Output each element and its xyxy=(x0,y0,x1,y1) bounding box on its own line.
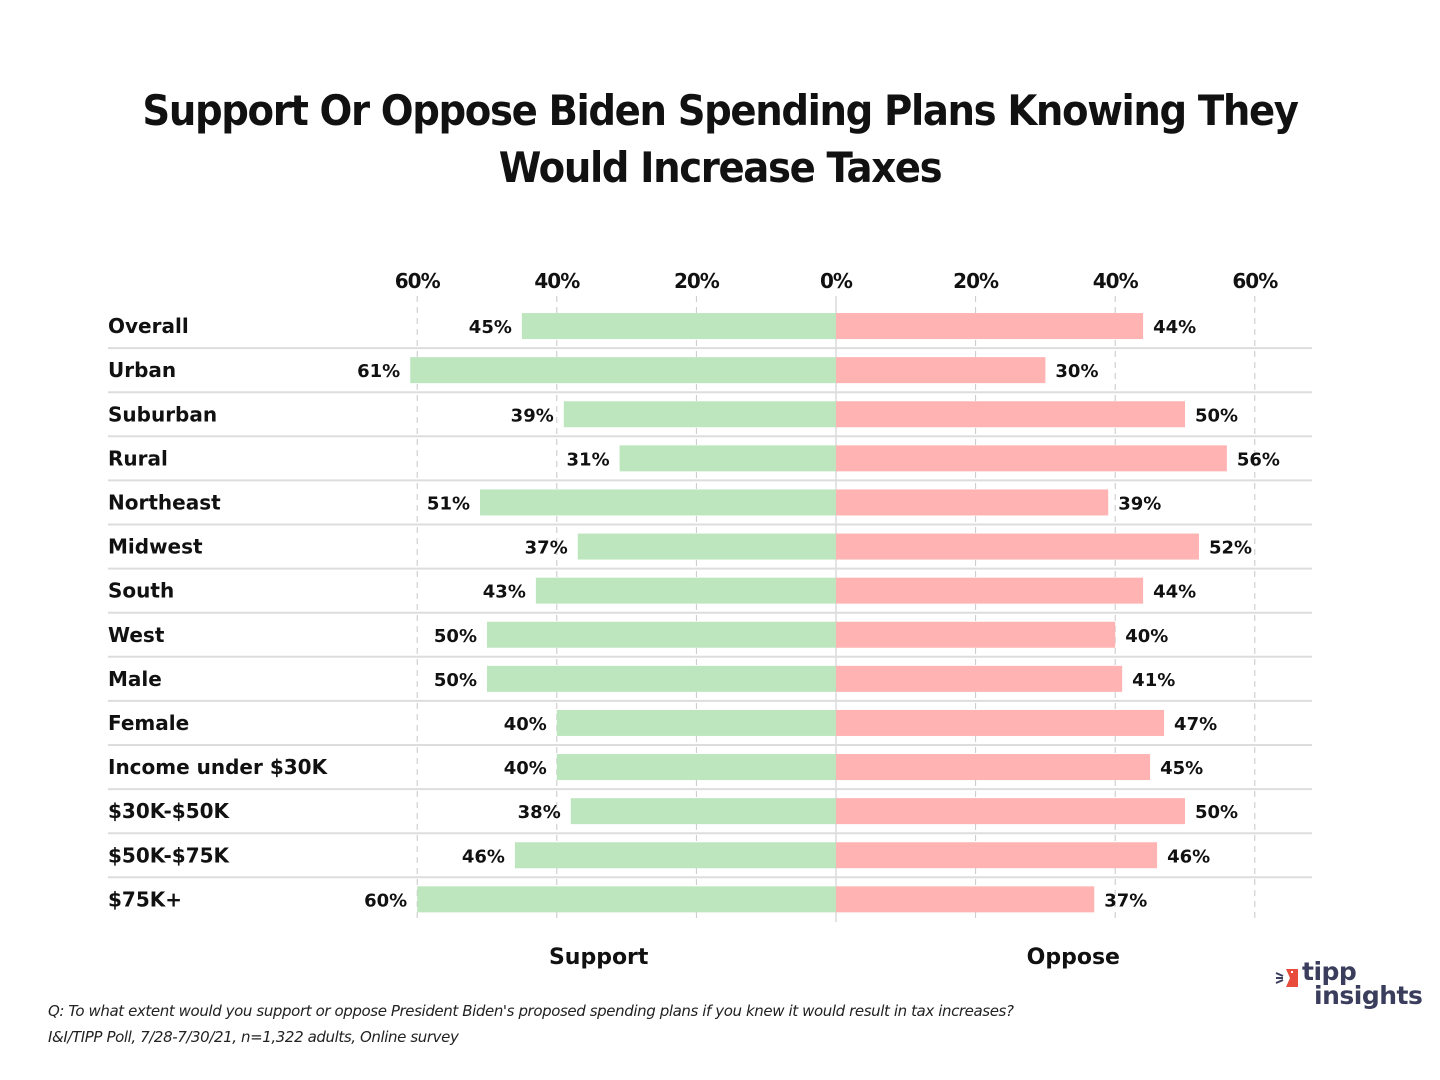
category-label: Urban xyxy=(108,358,176,382)
support-bar xyxy=(556,754,836,781)
tipp-insights-logo: tipp insights xyxy=(1274,957,1424,1022)
support-value-label: 40% xyxy=(504,758,547,779)
support-bar xyxy=(480,489,836,516)
oppose-bar xyxy=(836,798,1185,825)
category-label: Rural xyxy=(108,446,168,470)
support-bar xyxy=(570,798,836,825)
support-value-label: 61% xyxy=(357,361,400,382)
megaphone-icon xyxy=(1275,969,1298,987)
category-label: Male xyxy=(108,667,162,691)
oppose-bar xyxy=(836,445,1227,472)
support-bar xyxy=(487,621,836,648)
chart-title-line-1: Support Or Oppose Biden Spending Plans K… xyxy=(142,86,1299,135)
support-bar xyxy=(514,842,836,869)
support-group-label: Support xyxy=(549,945,649,970)
category-label: Income under $30K xyxy=(108,755,329,779)
support-bar xyxy=(577,533,836,560)
support-value-label: 46% xyxy=(462,846,505,867)
question-footnote: Q: To what extent would you support or o… xyxy=(48,1002,1014,1020)
support-value-label: 37% xyxy=(525,538,568,559)
category-label: Suburban xyxy=(108,402,217,426)
x-tick-label: 0% xyxy=(820,269,853,293)
source-footnote: I&I/TIPP Poll, 7/28-7/30/21, n=1,322 adu… xyxy=(48,1028,459,1046)
support-value-label: 50% xyxy=(434,670,477,691)
oppose-value-label: 56% xyxy=(1237,449,1280,470)
chart-title: Support Or Oppose Biden Spending Plans K… xyxy=(58,82,1383,196)
support-bar xyxy=(410,357,836,384)
oppose-bar xyxy=(836,401,1185,428)
oppose-bar xyxy=(836,621,1116,648)
support-bar xyxy=(556,709,836,736)
oppose-value-label: 39% xyxy=(1118,493,1161,514)
support-value-label: 50% xyxy=(434,626,477,647)
category-label: $75K+ xyxy=(108,887,182,911)
row-dividers xyxy=(108,347,1312,879)
oppose-bar xyxy=(836,489,1109,516)
x-tick-label: 20% xyxy=(953,269,999,293)
oppose-value-label: 44% xyxy=(1153,582,1196,603)
diverging-bar-chart: 60% 40% 20% 0% 20% 40% 60% Overall 45% 44% Urban 61… xyxy=(108,269,1312,970)
support-value-label: 43% xyxy=(483,582,526,603)
support-value-label: 39% xyxy=(511,405,554,426)
category-label: Overall xyxy=(108,314,189,338)
oppose-bar xyxy=(836,665,1123,692)
support-value-label: 45% xyxy=(469,317,512,338)
oppose-bar xyxy=(836,313,1144,340)
oppose-bar xyxy=(836,357,1046,384)
oppose-group-label: Oppose xyxy=(1027,945,1120,970)
support-bar xyxy=(417,886,836,913)
oppose-value-label: 50% xyxy=(1195,405,1238,426)
x-tick-label: 40% xyxy=(1093,269,1139,293)
oppose-value-label: 41% xyxy=(1132,670,1175,691)
support-value-label: 60% xyxy=(364,890,407,911)
category-label: Midwest xyxy=(108,535,203,559)
x-tick-label: 40% xyxy=(534,269,580,293)
oppose-bar xyxy=(836,709,1165,736)
support-value-label: 38% xyxy=(518,802,561,823)
support-value-label: 51% xyxy=(427,493,470,514)
logo-line-2: insights xyxy=(1314,981,1423,1010)
oppose-bar xyxy=(836,577,1144,604)
support-bar xyxy=(535,577,836,604)
support-value-label: 40% xyxy=(504,714,547,735)
grid-layer xyxy=(416,296,1256,922)
oppose-value-label: 45% xyxy=(1160,758,1203,779)
support-bar xyxy=(563,401,836,428)
category-label: South xyxy=(108,579,174,603)
oppose-bar xyxy=(836,886,1095,913)
oppose-value-label: 40% xyxy=(1125,626,1168,647)
support-bar xyxy=(619,445,836,472)
oppose-value-label: 30% xyxy=(1055,361,1098,382)
oppose-value-label: 37% xyxy=(1104,890,1147,911)
category-label: $30K-$50K xyxy=(108,799,231,823)
labels: 60% 40% 20% 0% 20% 40% 60% Overall 45% 44% Urban 61… xyxy=(108,269,1280,970)
logo-line-1: tipp xyxy=(1302,957,1357,986)
x-tick-label: 60% xyxy=(1232,269,1278,293)
oppose-value-label: 47% xyxy=(1174,714,1217,735)
bars xyxy=(410,313,1227,913)
oppose-value-label: 52% xyxy=(1209,538,1252,559)
support-bar xyxy=(521,313,836,340)
oppose-bar xyxy=(836,533,1199,560)
chart-title-line-2: Would Increase Taxes xyxy=(498,143,943,192)
category-label: West xyxy=(108,623,165,647)
support-value-label: 31% xyxy=(567,449,610,470)
category-label: Northeast xyxy=(108,490,221,514)
oppose-bar xyxy=(836,842,1158,869)
oppose-bar xyxy=(836,754,1151,781)
oppose-value-label: 46% xyxy=(1167,846,1210,867)
support-bar xyxy=(487,665,836,692)
x-tick-label: 60% xyxy=(395,269,441,293)
category-label: $50K-$75K xyxy=(108,843,231,867)
category-label: Female xyxy=(108,711,189,735)
oppose-value-label: 50% xyxy=(1195,802,1238,823)
oppose-value-label: 44% xyxy=(1153,317,1196,338)
x-tick-label: 20% xyxy=(674,269,720,293)
